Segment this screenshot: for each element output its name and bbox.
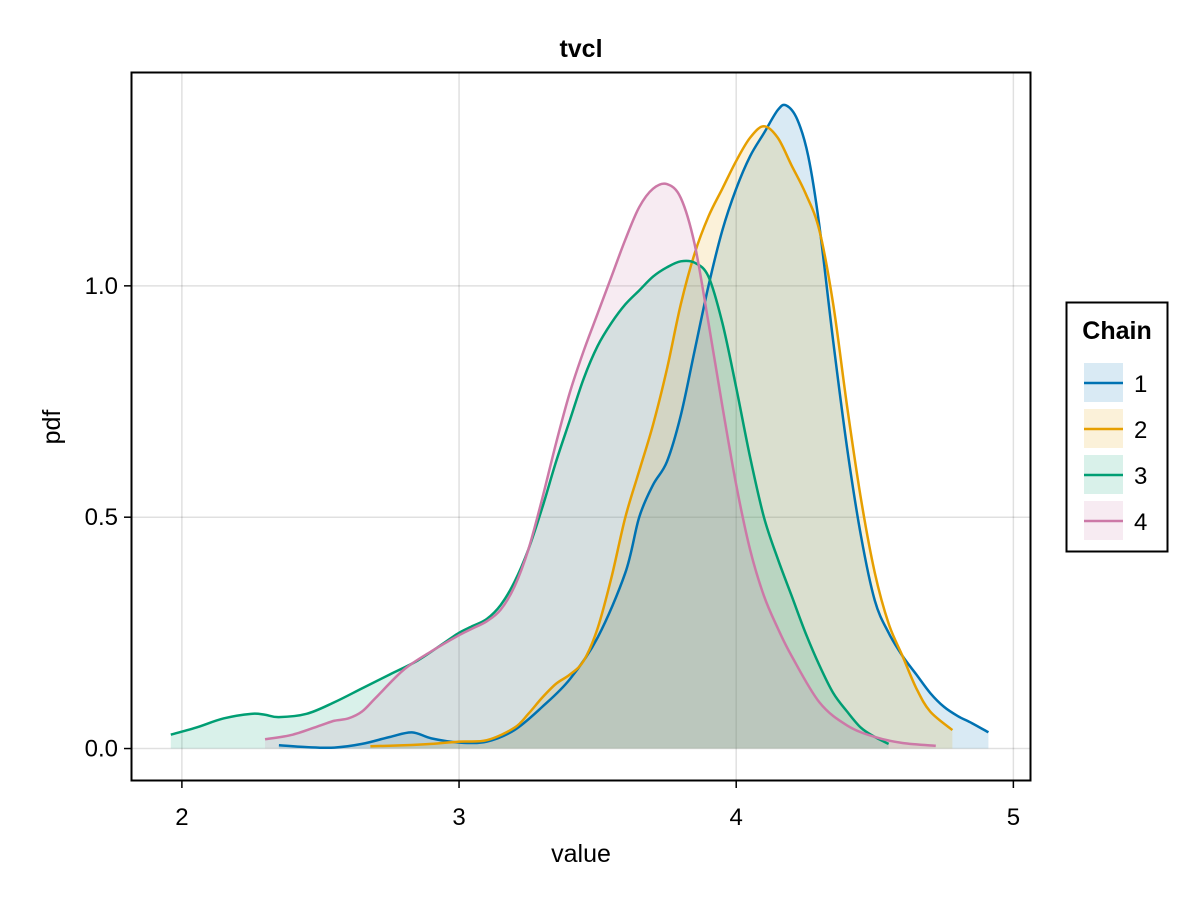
legend-label: 2 — [1134, 417, 1147, 444]
y-tick-label: 0.0 — [85, 736, 118, 763]
x-tick-label: 4 — [730, 804, 743, 831]
legend: Chain 1 2 3 4 — [1065, 301, 1169, 553]
y-tick-label: 1.0 — [85, 273, 118, 300]
density-lines — [170, 103, 990, 750]
x-tick-label: 5 — [1007, 804, 1020, 831]
density-area-chain-1 — [278, 104, 989, 749]
density-line-chain-2 — [370, 124, 954, 748]
x-tick-label: 2 — [175, 804, 188, 831]
x-tick-label: 3 — [452, 804, 465, 831]
x-axis-ticks: 2 3 4 5 — [175, 780, 1020, 831]
legend-title: Chain — [1082, 317, 1151, 345]
density-line-chain-4 — [264, 182, 936, 748]
chart-title: tvcl — [559, 35, 602, 63]
legend-items: 1 2 3 4 — [1084, 363, 1147, 540]
legend-item-chain-2: 2 — [1084, 409, 1147, 448]
y-axis-title: pdf — [38, 410, 66, 445]
density-area-chain-3 — [170, 260, 889, 749]
legend-box — [1065, 301, 1169, 553]
legend-label: 3 — [1134, 463, 1147, 490]
y-tick-label: 0.5 — [85, 504, 118, 531]
plot-frame — [130, 71, 1032, 782]
legend-item-chain-4: 4 — [1084, 501, 1147, 540]
legend-item-chain-3: 3 — [1084, 455, 1147, 494]
legend-item-chain-1: 1 — [1084, 363, 1147, 402]
legend-label: 4 — [1134, 509, 1147, 536]
x-axis-title: value — [551, 840, 611, 868]
density-area-chain-2 — [370, 126, 953, 749]
density-line-chain-3 — [170, 259, 890, 746]
legend-label: 1 — [1134, 371, 1147, 398]
y-axis-ticks: 0.0 0.5 1.0 — [85, 273, 132, 763]
